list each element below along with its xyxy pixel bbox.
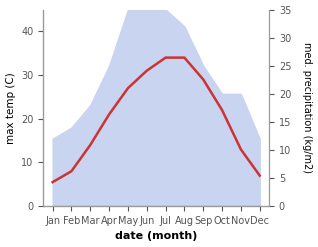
X-axis label: date (month): date (month) bbox=[115, 231, 197, 242]
Y-axis label: med. precipitation (kg/m2): med. precipitation (kg/m2) bbox=[302, 42, 313, 173]
Y-axis label: max temp (C): max temp (C) bbox=[5, 72, 16, 144]
